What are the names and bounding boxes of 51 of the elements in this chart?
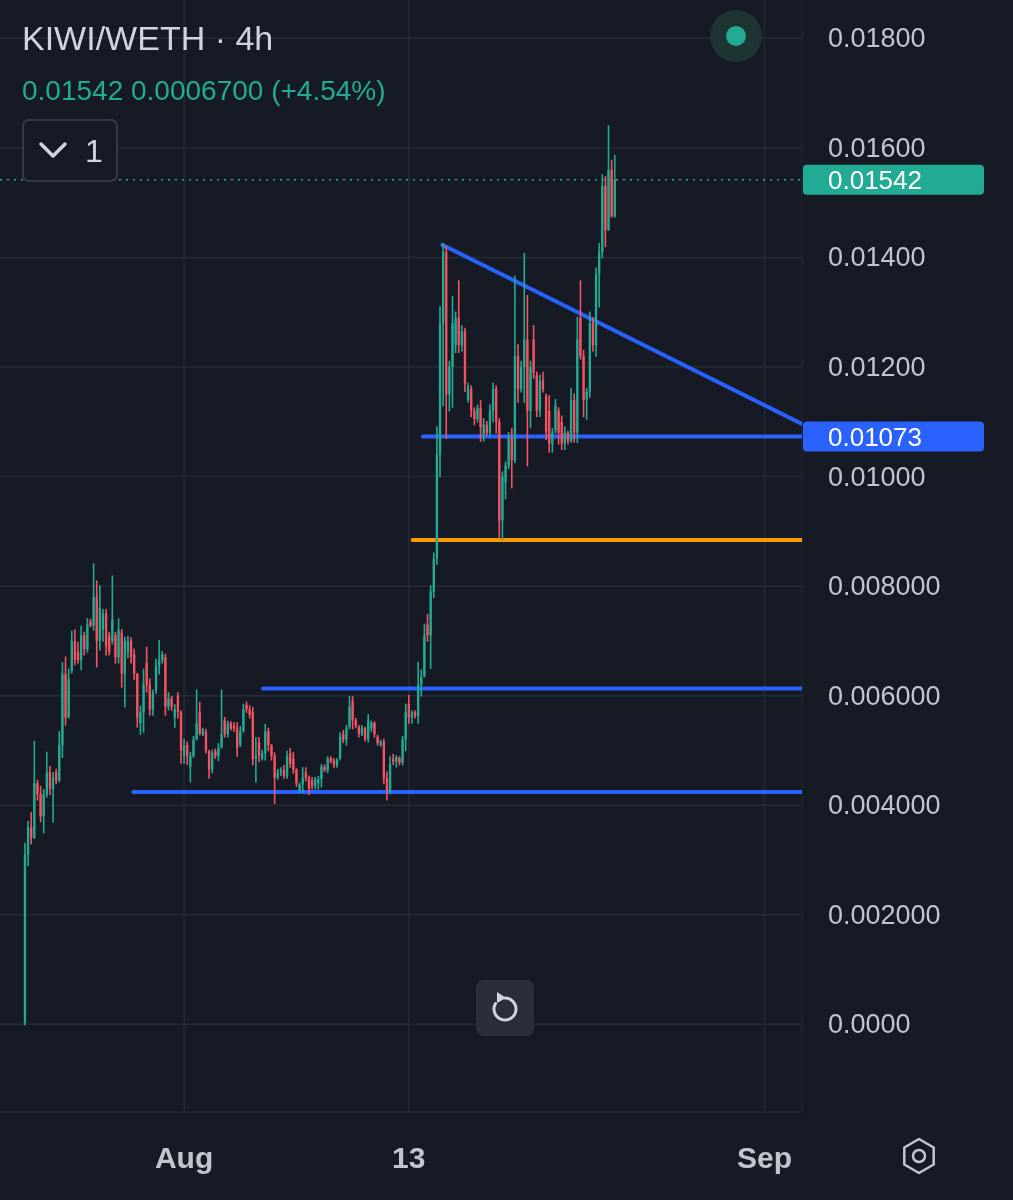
candlestick xyxy=(479,400,482,442)
price-tag: 0.01073 xyxy=(803,421,984,452)
candlestick xyxy=(610,159,613,218)
candlestick xyxy=(117,618,120,664)
y-tick-label: 0.004000 xyxy=(828,790,941,821)
x-tick-label: Aug xyxy=(154,1140,214,1174)
candlestick xyxy=(476,404,479,423)
candlestick xyxy=(451,296,454,408)
y-tick-label: 0.006000 xyxy=(828,680,941,711)
candlestick xyxy=(92,563,95,631)
candlestick xyxy=(529,360,532,429)
candlestick xyxy=(164,653,167,716)
y-tick-label: 0.008000 xyxy=(828,571,941,602)
candlestick xyxy=(342,729,345,744)
candlestick xyxy=(398,756,401,766)
candlestick xyxy=(426,613,429,642)
candlestick xyxy=(111,575,114,645)
candlestick xyxy=(167,692,170,711)
y-tick-label: 0.01400 xyxy=(828,242,926,273)
y-tick-label: 0.01600 xyxy=(828,132,926,163)
annotation: 1 xyxy=(85,133,103,169)
x-tick-label: Sep xyxy=(737,1140,793,1174)
candlestick xyxy=(64,656,67,726)
price-tag: 0.01542 xyxy=(803,164,984,195)
candlestick xyxy=(170,695,173,711)
collapse-button: 1 xyxy=(22,119,118,182)
candlestick xyxy=(323,764,326,773)
candlestick xyxy=(173,704,176,728)
candlestick xyxy=(326,756,329,774)
x-tick-label: 13 xyxy=(392,1140,426,1174)
candlestick xyxy=(604,176,607,248)
candlestick xyxy=(607,125,610,231)
candlestick xyxy=(114,631,117,664)
candlestick xyxy=(276,768,279,780)
candlestick xyxy=(526,295,529,467)
y-tick-label: 0.0000 xyxy=(828,1009,911,1040)
candlestick xyxy=(532,325,535,379)
text: KIWI/WETH · 4h xyxy=(22,19,274,57)
candlestick xyxy=(86,618,89,653)
candlestick xyxy=(320,763,323,788)
ref-line-label: 0.01542 xyxy=(828,164,922,195)
annotation: 0.01073 xyxy=(828,421,922,452)
candlestick xyxy=(142,668,145,733)
candlestick xyxy=(351,695,354,730)
y-tick-label: 0.01800 xyxy=(828,23,926,54)
y-tick-label: 0.01000 xyxy=(828,461,926,492)
candlestick xyxy=(89,618,92,628)
candlestick xyxy=(67,668,70,719)
text: 0.01542 0.0006700 (+4.54%) xyxy=(22,74,386,106)
y-tick-label: 0.002000 xyxy=(828,899,941,930)
y-tick-label: 0.01200 xyxy=(828,352,926,383)
